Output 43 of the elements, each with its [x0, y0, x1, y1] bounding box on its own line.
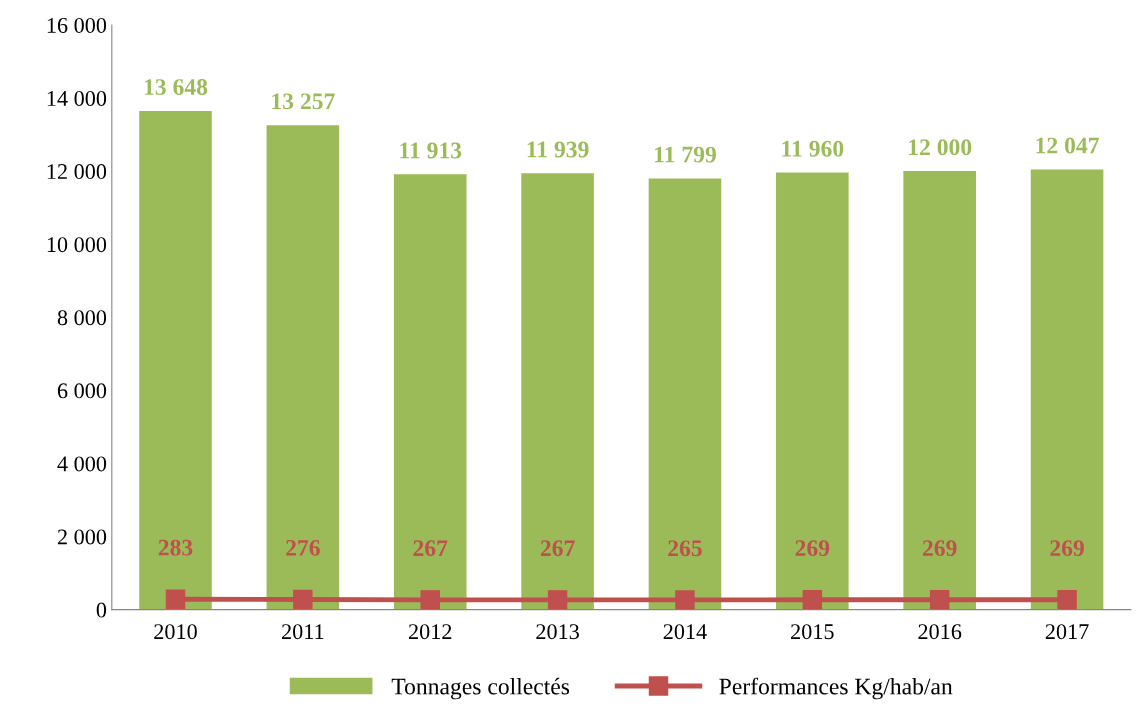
legend-label: Performances Kg/hab/an: [719, 677, 953, 700]
data-label: 11 913: [400, 142, 462, 159]
y-tick-label: 16 000: [47, 17, 107, 33]
bar: [521, 173, 594, 610]
data-label: 265: [668, 540, 702, 557]
data-label: 13 257: [272, 93, 335, 110]
data-label: 12 000: [909, 139, 972, 156]
bar: [903, 171, 976, 610]
bar: [776, 172, 849, 610]
x-tick-label: 2013: [536, 624, 579, 640]
y-tick-label: 2 000: [57, 529, 107, 545]
bar: [139, 110, 212, 610]
y-tick-label: 12 000: [47, 164, 107, 180]
data-label: 283: [158, 539, 193, 556]
data-label: 276: [286, 539, 320, 556]
x-tick-label: 2014: [663, 624, 707, 640]
data-label: 12 047: [1036, 137, 1099, 154]
y-tick-label: 14 000: [47, 90, 107, 106]
bar: [648, 178, 722, 610]
data-label: 11 799: [655, 146, 716, 163]
bar: [266, 125, 340, 610]
legend-label: Tonnages collectés: [391, 677, 570, 700]
y-tick-label: 0: [96, 602, 107, 618]
x-tick-label: 2011: [282, 624, 324, 640]
x-tick-label: 2015: [791, 624, 834, 640]
bar: [393, 174, 467, 610]
x-tick-label: 2010: [154, 624, 197, 640]
data-label: 267: [540, 540, 575, 557]
data-label: 267: [413, 540, 448, 557]
y-tick-label: 8 000: [57, 310, 107, 326]
y-tick-label: 10 000: [47, 237, 107, 253]
x-tick-label: 2016: [918, 624, 962, 640]
data-label: 269: [795, 540, 830, 557]
data-label: 269: [1050, 540, 1084, 557]
data-label: 11 960: [782, 140, 844, 157]
y-tick-label: 4 000: [57, 456, 107, 472]
data-label: 269: [922, 540, 957, 557]
x-tick-label: 2017: [1045, 624, 1089, 640]
bar: [1030, 169, 1104, 610]
data-label: 13 648: [144, 79, 208, 95]
x-tick-label: 2012: [408, 624, 452, 640]
y-tick-label: 6 000: [57, 383, 107, 399]
data-label: 11 939: [527, 141, 589, 158]
